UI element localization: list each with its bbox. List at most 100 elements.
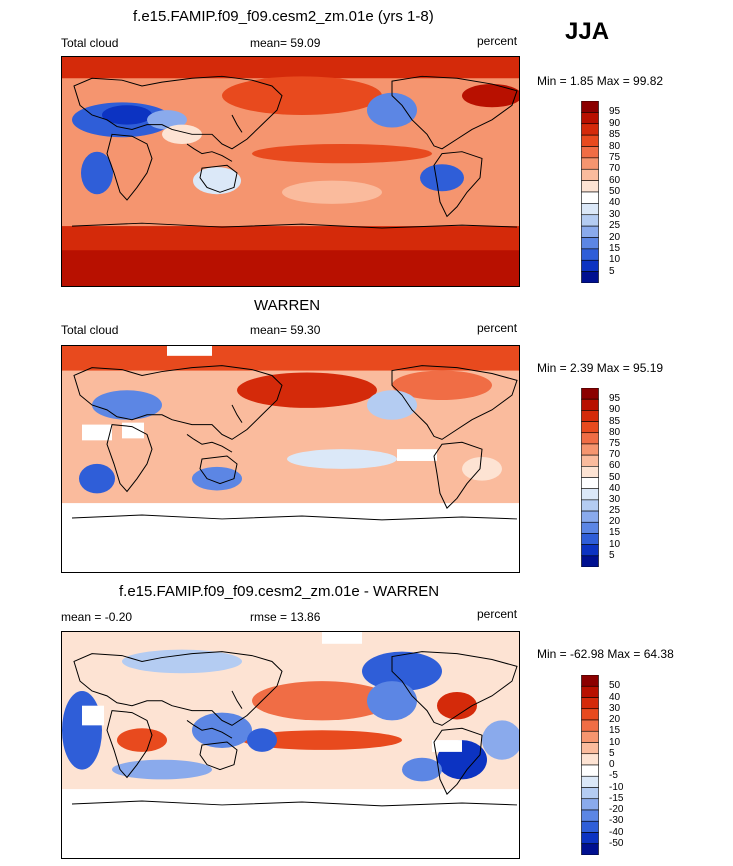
colorbar-tick-label: 25 (609, 220, 621, 232)
colorbar-tick-label: 80 (609, 426, 621, 438)
colorbar-swatch (581, 675, 599, 687)
colorbar-swatch (581, 398, 599, 411)
panel1-map (61, 56, 520, 287)
colorbar-tick-label: -20 (609, 804, 624, 815)
panel2-title: WARREN (254, 297, 321, 314)
colorbar-tick-label: 95 (609, 393, 621, 405)
colorbar-swatch (581, 477, 599, 489)
colorbar-tick-label: 70 (609, 449, 621, 461)
panel1-variable-label: Total cloud (61, 36, 119, 50)
colorbar-tick-label: 85 (609, 415, 621, 427)
colorbar-tick-label: 40 (609, 197, 621, 209)
colorbar-tick-label: 40 (609, 691, 621, 703)
colorbar-tick-label: 5 (609, 747, 615, 759)
colorbar-tick-label: 70 (609, 163, 621, 175)
colorbar-swatch (581, 544, 599, 557)
panel1-colorbar (581, 101, 599, 283)
colorbar-tick-label: 10 (609, 538, 621, 550)
colorbar-swatch (581, 499, 599, 512)
panel3-minmax: Min = -62.98 Max = 64.38 (537, 647, 674, 661)
colorbar-swatch (581, 809, 599, 822)
colorbar-swatch (581, 697, 599, 710)
colorbar-swatch (581, 555, 599, 567)
colorbar-swatch (581, 421, 599, 434)
colorbar-tick-label: 90 (609, 404, 621, 416)
colorbar-tick-label: -30 (609, 815, 624, 827)
colorbar-swatch (581, 708, 599, 721)
colorbar-swatch (581, 225, 599, 238)
colorbar-swatch (581, 123, 599, 136)
colorbar-tick-label: 10 (609, 254, 621, 266)
panel2-minmax: Min = 2.39 Max = 95.19 (537, 361, 664, 375)
colorbar-tick-label: 60 (609, 174, 621, 186)
colorbar-swatch (581, 237, 599, 250)
colorbar-swatch (581, 443, 599, 456)
panel1-units-label: percent (477, 34, 518, 48)
colorbar-swatch (581, 168, 599, 181)
colorbar-tick-label: 80 (609, 140, 621, 152)
colorbar-swatch (581, 533, 599, 545)
colorbar-tick-label: 30 (609, 208, 621, 220)
colorbar-swatch (581, 259, 599, 272)
colorbar-tick-label: -10 (609, 781, 624, 793)
colorbar-swatch (581, 521, 599, 534)
colorbar-swatch (581, 388, 599, 400)
panel3-rmse-label: rmse = 13.86 (250, 610, 321, 624)
colorbar-swatch (581, 203, 599, 216)
colorbar-swatch (581, 753, 599, 766)
colorbar-tick-label: 10 (609, 736, 621, 748)
colorbar-swatch (581, 843, 599, 855)
panel2-variable-label: Total cloud (61, 323, 119, 337)
colorbar-tick-label: 15 (609, 527, 621, 539)
colorbar-swatch (581, 775, 599, 788)
panel2-units-label: percent (477, 321, 518, 335)
colorbar-tick-label: 50 (609, 471, 621, 483)
colorbar-tick-label: -15 (609, 792, 624, 804)
colorbar-swatch (581, 101, 599, 113)
panel3-colorbar (581, 675, 599, 855)
colorbar-swatch (581, 488, 599, 501)
panel3-mean-label: mean = -0.20 (61, 610, 133, 624)
colorbar-tick-label: -5 (609, 770, 618, 782)
panel2-colorbar (581, 388, 599, 567)
colorbar-swatch (581, 134, 599, 147)
colorbar-tick-label: 75 (609, 437, 621, 449)
colorbar-tick-label: 20 (609, 516, 621, 528)
panel3-units-label: percent (477, 607, 518, 621)
colorbar-tick-label: 5 (609, 265, 615, 277)
colorbar-tick-label: 30 (609, 493, 621, 505)
panel3-title: f.e15.FAMIP.f09_f09.cesm2_zm.01e - WARRE… (119, 583, 440, 600)
colorbar-tick-label: 85 (609, 129, 621, 141)
colorbar-swatch (581, 510, 599, 523)
panel3-map (61, 631, 520, 859)
colorbar-tick-label: 90 (609, 117, 621, 129)
colorbar-tick-label: 20 (609, 231, 621, 243)
colorbar-swatch (581, 410, 599, 422)
colorbar-tick-label: 50 (609, 680, 621, 692)
colorbar-swatch (581, 157, 599, 170)
colorbar-swatch (581, 832, 599, 845)
colorbar-swatch (581, 466, 599, 478)
colorbar-tick-label: -50 (609, 837, 624, 849)
panel2-map (61, 345, 520, 573)
colorbar-tick-label: 15 (609, 242, 621, 254)
colorbar-tick-label: 25 (609, 505, 621, 517)
colorbar-swatch (581, 248, 599, 261)
colorbar-swatch (581, 454, 599, 467)
colorbar-swatch (581, 798, 599, 811)
colorbar-swatch (581, 112, 599, 125)
panel1-minmax: Min = 1.85 Max = 99.82 (537, 74, 664, 88)
colorbar-swatch (581, 820, 599, 833)
colorbar-swatch (581, 432, 599, 445)
panel1-mean-label: mean= 59.09 (250, 36, 321, 50)
colorbar-tick-label: 40 (609, 482, 621, 494)
colorbar-tick-label: -40 (609, 826, 624, 838)
colorbar-swatch (581, 214, 599, 227)
colorbar-swatch (581, 146, 599, 159)
colorbar-tick-label: 95 (609, 106, 621, 118)
colorbar-tick-label: 15 (609, 725, 621, 737)
colorbar-swatch (581, 271, 599, 283)
colorbar-swatch (581, 764, 599, 777)
colorbar-tick-label: 30 (609, 702, 621, 714)
colorbar-tick-label: 75 (609, 151, 621, 163)
